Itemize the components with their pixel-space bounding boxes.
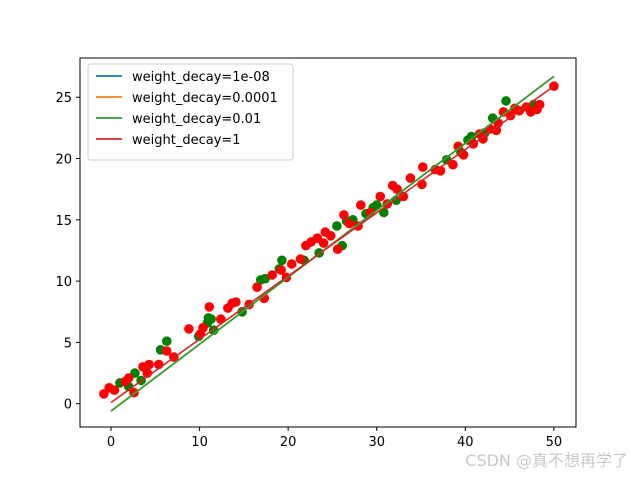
legend-label-2: weight_decay=0.01: [132, 112, 261, 127]
scatter-point: [325, 231, 336, 241]
scatter-point: [206, 314, 216, 324]
scatter-point: [231, 297, 241, 307]
y-tick-label: 0: [64, 398, 72, 413]
scatter-point: [198, 322, 208, 333]
scatter-point: [375, 191, 386, 202]
scatter-point: [204, 302, 215, 312]
plot-frame: [79, 57, 577, 428]
scatter-point: [318, 238, 329, 248]
scatter-point: [332, 221, 342, 231]
scatter-point: [286, 259, 297, 269]
legend: weight_decay=1e-08 weight_decay=0.0001wei…: [87, 63, 294, 161]
x-tick-label: 50: [546, 435, 563, 450]
plot-layer: [99, 75, 559, 412]
scatter-point: [392, 184, 402, 194]
scatter-point: [398, 191, 409, 202]
x-tick-label: 0: [107, 435, 115, 450]
scatter-point: [418, 162, 428, 172]
scatter-point: [466, 131, 477, 142]
x-tick-label: 40: [457, 435, 474, 450]
scatter-point: [332, 244, 343, 254]
scatter-point: [144, 359, 154, 370]
y-tick-label: 5: [64, 336, 72, 351]
y-tick-label: 25: [55, 91, 72, 106]
x-tick-label: 30: [368, 435, 385, 450]
scatter-point: [356, 200, 366, 210]
scatter-point: [252, 282, 262, 293]
scatter-point: [277, 255, 287, 266]
csdn-watermark: CSDN @真不想再学了: [465, 451, 628, 470]
scatter-point: [123, 373, 134, 383]
x-tick-label: 20: [280, 435, 297, 450]
scatter-point: [448, 159, 458, 170]
legend-box: [87, 63, 294, 161]
scatter-point: [162, 336, 172, 347]
scatter-point: [478, 134, 488, 144]
scatter-point: [162, 346, 172, 356]
scatter-point: [491, 125, 502, 136]
scatter-point: [259, 293, 270, 304]
scatter-point: [339, 210, 349, 220]
scatter-point: [344, 218, 355, 229]
y-tick-label: 15: [55, 214, 72, 229]
x-tick-label: 10: [191, 435, 208, 450]
legend-label-0: weight_decay=1e-08: [132, 70, 270, 85]
scatter-point: [534, 99, 545, 110]
scatter-point: [453, 141, 464, 152]
scatter-point: [109, 385, 120, 396]
fit-line-3: [110, 85, 555, 404]
scatter-point: [260, 273, 270, 284]
scatter-point: [295, 254, 306, 264]
legend-label-3: weight_decay=1: [132, 133, 241, 148]
scatter-point: [276, 265, 286, 275]
axis-layer: 0 10 20 30 40 50 0 5 10 15 20 25: [55, 91, 562, 450]
y-tick-label: 10: [55, 275, 72, 290]
scatter-point: [501, 96, 511, 106]
scatter-point: [184, 324, 194, 334]
scatter-point: [267, 270, 278, 280]
scatter-point: [498, 107, 509, 117]
legend-label-1: weight_decay=0.0001: [132, 91, 278, 106]
y-tick-label: 20: [55, 153, 72, 168]
scatter-point: [405, 173, 416, 183]
